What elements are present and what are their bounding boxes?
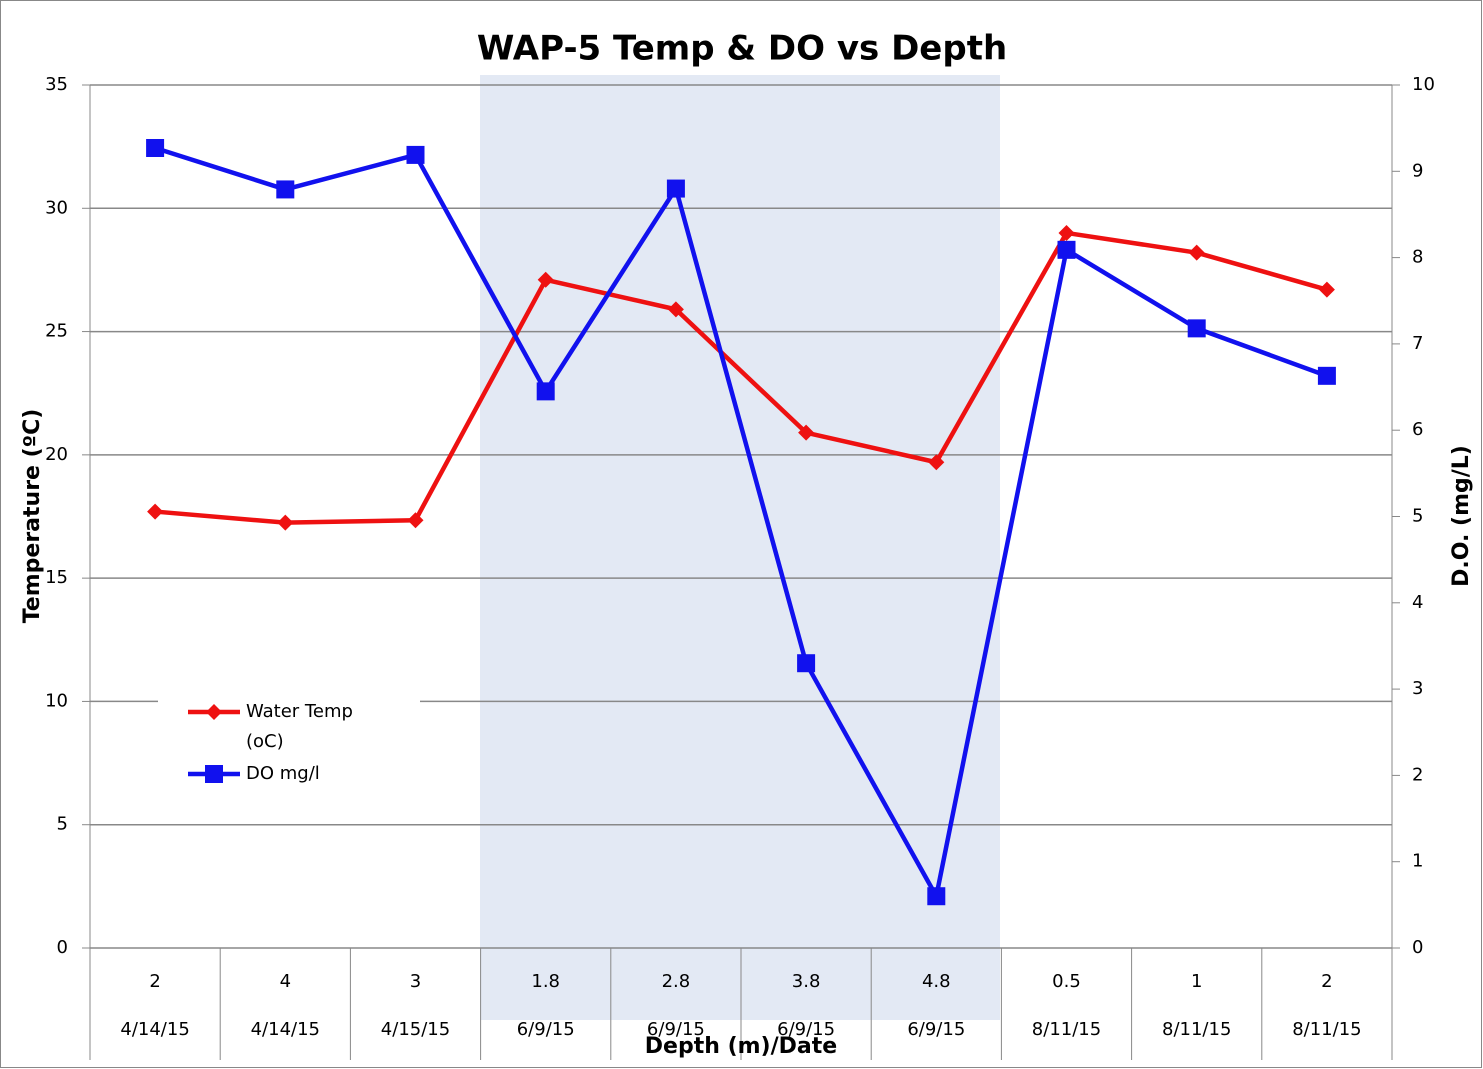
y2-tick-label: 6 [1412, 419, 1423, 440]
point [1318, 281, 1335, 298]
x-tick-label: 2.8 [662, 971, 691, 992]
x-date-label: 6/9/15 [907, 1019, 965, 1040]
y-tick-label: 15 [45, 567, 68, 588]
x-tick-label: 3.8 [792, 971, 821, 992]
legend-label: Water Temp (oC) [246, 701, 353, 752]
y2-tick-label: 0 [1412, 937, 1423, 958]
point [1057, 240, 1076, 259]
legend-label: DO mg/l [246, 763, 320, 784]
x-date-label: 6/9/15 [517, 1019, 575, 1040]
x-date-label: 4/14/15 [120, 1019, 189, 1040]
chart-title: WAP-5 Temp & DO vs Depth [477, 29, 1007, 69]
x-date-label: 4/14/15 [251, 1019, 320, 1040]
point [537, 271, 554, 288]
y-tick-label: 20 [45, 444, 68, 465]
legend-marker [205, 765, 223, 783]
y-tick-label: 0 [57, 937, 68, 958]
x-date-label: 8/11/15 [1162, 1019, 1231, 1040]
point [1187, 319, 1206, 338]
x-tick-label: 1 [1191, 971, 1202, 992]
series-line [154, 145, 1328, 899]
point [277, 514, 294, 531]
y2-tick-label: 2 [1412, 764, 1423, 785]
y2-tick-label: 10 [1412, 74, 1435, 95]
y-tick-label: 25 [45, 321, 68, 342]
point [1058, 224, 1075, 241]
point [1188, 244, 1205, 261]
point [667, 301, 684, 318]
grid [82, 84, 1400, 1060]
y-axis-title: Temperature (ºC) [20, 409, 45, 624]
highlight-band [480, 75, 1000, 1020]
x-tick-label: 2 [149, 971, 160, 992]
x-date-label: 8/11/15 [1032, 1019, 1101, 1040]
point [276, 180, 295, 199]
x-date-label: 6/9/15 [647, 1019, 705, 1040]
x-date-label: 6/9/15 [777, 1019, 835, 1040]
y-tick-label: 35 [45, 74, 68, 95]
y-tick-label: 30 [45, 197, 68, 218]
y2-tick-label: 1 [1412, 851, 1423, 872]
y-tick-label: 10 [45, 690, 68, 711]
y2-tick-label: 5 [1412, 506, 1423, 527]
y2-axis-title: D.O. (mg/L) [1449, 445, 1474, 587]
point [797, 654, 816, 673]
x-axis-title: Depth (m)/Date [645, 1034, 837, 1059]
point [1317, 366, 1336, 385]
y2-tick-label: 9 [1412, 160, 1423, 181]
point [928, 454, 945, 471]
series-line [154, 230, 1328, 525]
y2-tick-label: 7 [1412, 333, 1423, 354]
point [147, 503, 164, 520]
x-date-label: 8/11/15 [1292, 1019, 1361, 1040]
legend: Water Temp (oC) DO mg/l [158, 688, 420, 792]
point [666, 179, 685, 198]
x-tick-label: 4.8 [922, 971, 951, 992]
x-tick-label: 1.8 [531, 971, 560, 992]
point [406, 145, 425, 164]
point [927, 887, 946, 906]
x-tick-label: 4 [280, 971, 291, 992]
x-date-label: 4/15/15 [381, 1019, 450, 1040]
point [146, 138, 165, 157]
legend-marker [206, 704, 222, 720]
point [536, 382, 555, 401]
y2-tick-label: 4 [1412, 592, 1423, 613]
x-tick-label: 0.5 [1052, 971, 1081, 992]
point [407, 512, 424, 529]
x-tick-label: 3 [410, 971, 421, 992]
y2-tick-label: 3 [1412, 678, 1423, 699]
x-tick-label: 2 [1321, 971, 1332, 992]
y-tick-label: 5 [57, 814, 68, 835]
y2-tick-label: 8 [1412, 247, 1423, 268]
point [798, 424, 815, 441]
